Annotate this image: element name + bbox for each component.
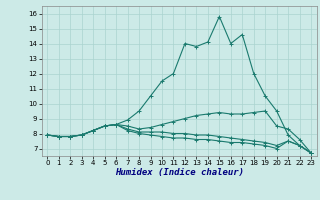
- X-axis label: Humidex (Indice chaleur): Humidex (Indice chaleur): [115, 168, 244, 177]
